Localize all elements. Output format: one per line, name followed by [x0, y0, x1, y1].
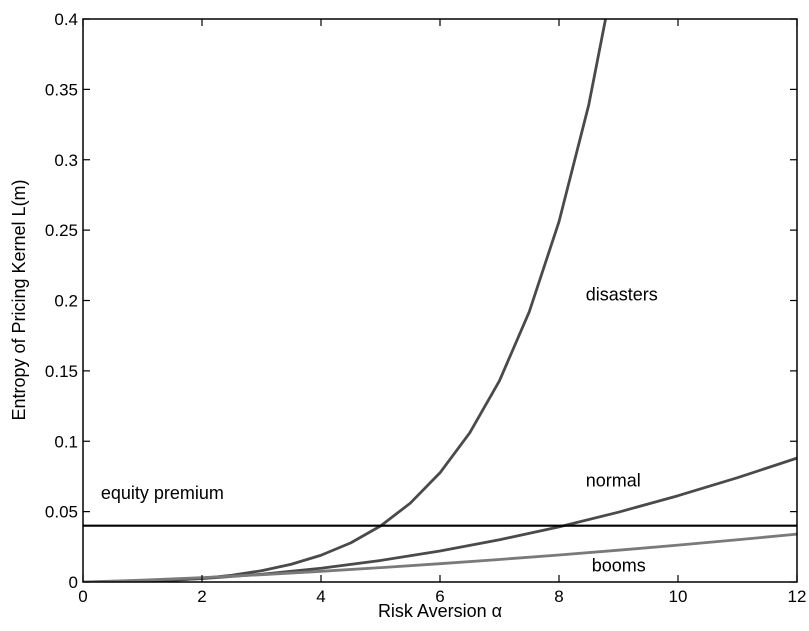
x-tick-label: 10 — [669, 587, 688, 606]
x-tick-label: 4 — [316, 587, 325, 606]
y-tick-label: 0.2 — [54, 292, 78, 311]
tick-layer: 0 2 4 6 8 10 12 0 0.05 0.1 0.15 0.2 0.25 0.3 0.35 0.4 — [45, 10, 807, 606]
x-tick-label: 6 — [435, 587, 444, 606]
x-tick-label: 8 — [554, 587, 563, 606]
annotation-layer: disasters normal booms equity premium — [101, 285, 658, 576]
x-tick-label: 0 — [78, 587, 87, 606]
y-tick-label: 0.25 — [45, 221, 78, 240]
equity-premium-label: equity premium — [101, 483, 224, 503]
disasters-label: disasters — [586, 285, 658, 305]
y-axis-title: Entropy of Pricing Kernel L(m) — [9, 179, 29, 420]
y-tick-label: 0.3 — [54, 151, 78, 170]
y-tick-label: 0.4 — [54, 10, 78, 29]
y-tick-label: 0.35 — [45, 80, 78, 99]
x-axis-title: Risk Aversion α — [378, 601, 502, 621]
x-tick-label: 2 — [197, 587, 206, 606]
y-tick-label: 0.15 — [45, 362, 78, 381]
y-tick-label: 0.05 — [45, 503, 78, 522]
x-tick-label: 12 — [788, 587, 807, 606]
normal-label: normal — [586, 470, 641, 490]
y-tick-label: 0.1 — [54, 432, 78, 451]
y-tick-label: 0 — [69, 573, 78, 592]
plot-background — [83, 19, 797, 582]
booms-label: booms — [592, 555, 646, 575]
